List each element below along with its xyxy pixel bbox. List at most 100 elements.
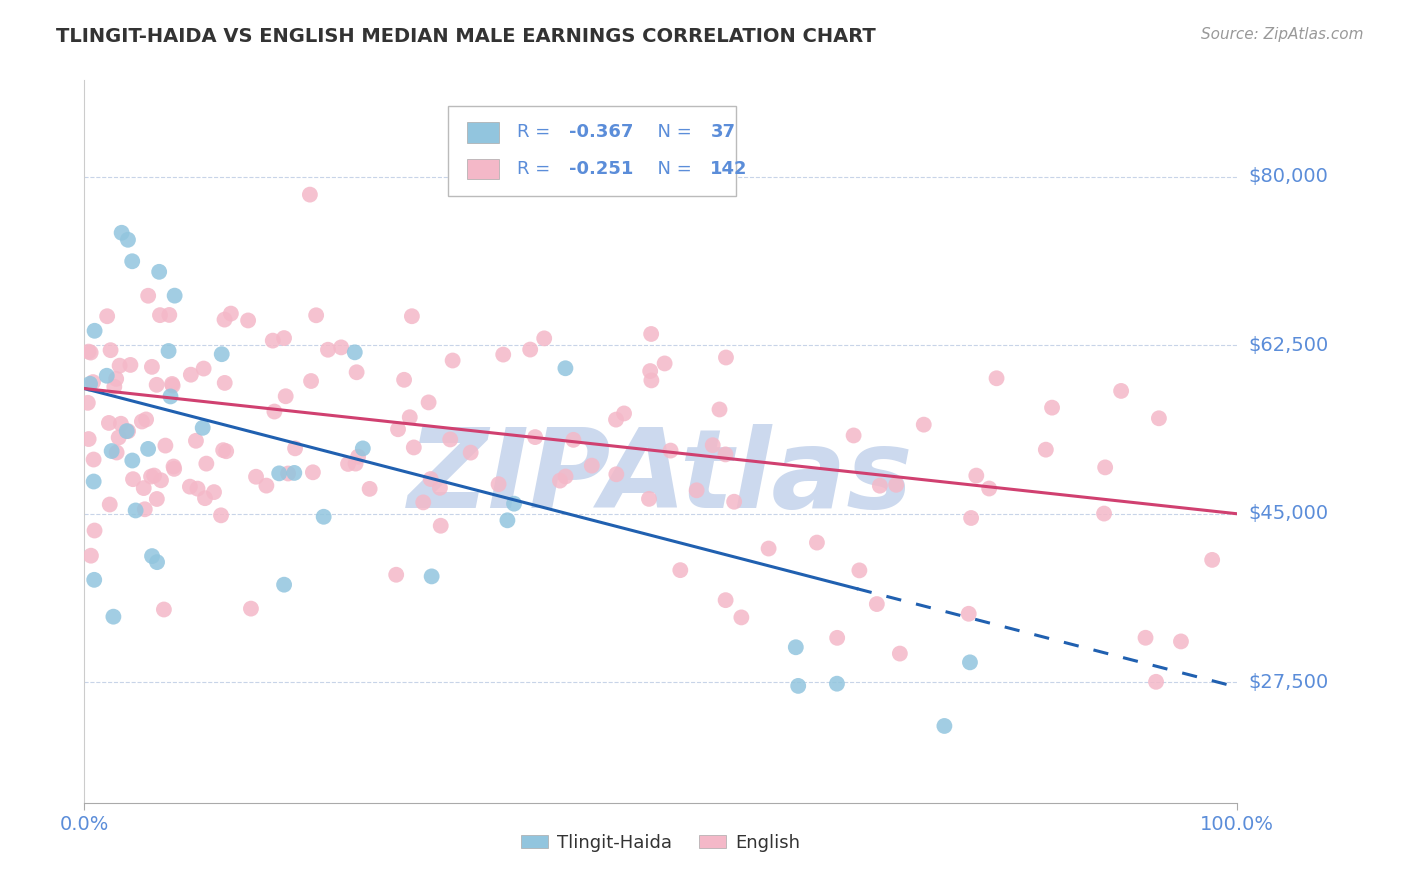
Point xyxy=(825,631,848,645)
Point xyxy=(533,331,555,345)
Point xyxy=(134,502,156,516)
Point xyxy=(83,475,105,489)
Point xyxy=(195,457,218,471)
Point xyxy=(659,443,682,458)
Point xyxy=(273,331,295,345)
Point xyxy=(150,473,173,487)
Point xyxy=(842,428,865,442)
Point xyxy=(1170,634,1192,648)
Point xyxy=(302,465,325,479)
Point xyxy=(148,265,170,279)
Text: 142: 142 xyxy=(710,160,748,178)
Point xyxy=(160,376,183,391)
Point xyxy=(194,491,217,505)
Point xyxy=(554,361,576,376)
Point xyxy=(105,445,128,459)
Point xyxy=(785,640,807,655)
Point xyxy=(702,438,724,452)
Point xyxy=(787,679,810,693)
Point xyxy=(346,365,368,379)
Point xyxy=(180,368,202,382)
Point xyxy=(202,485,225,500)
Point xyxy=(392,373,415,387)
Point xyxy=(121,453,143,467)
Point xyxy=(100,444,122,458)
Point xyxy=(239,601,262,615)
Point xyxy=(884,477,907,491)
Point xyxy=(179,480,201,494)
Point xyxy=(155,439,177,453)
Point xyxy=(254,478,277,492)
Point xyxy=(1109,384,1132,398)
Point xyxy=(124,503,146,517)
Text: TLINGIT-HAIDA VS ENGLISH MEDIAN MALE EARNINGS CORRELATION CHART: TLINGIT-HAIDA VS ENGLISH MEDIAN MALE EAR… xyxy=(56,27,876,45)
Point xyxy=(714,351,737,365)
Point xyxy=(163,288,186,302)
Point xyxy=(1092,507,1115,521)
Point xyxy=(758,541,780,556)
Point xyxy=(117,424,139,438)
Point xyxy=(439,433,461,447)
Point xyxy=(889,647,911,661)
Point xyxy=(97,416,120,430)
Point xyxy=(153,602,176,616)
Point xyxy=(215,444,238,458)
Point xyxy=(957,607,980,621)
Point xyxy=(460,445,482,459)
Point xyxy=(398,410,420,425)
Point xyxy=(193,361,215,376)
Point xyxy=(100,343,122,358)
Text: Source: ZipAtlas.com: Source: ZipAtlas.com xyxy=(1201,27,1364,42)
Point xyxy=(912,417,935,432)
Text: R =: R = xyxy=(517,123,555,142)
Point xyxy=(419,472,441,486)
Point xyxy=(96,368,118,383)
Point xyxy=(146,491,169,506)
Point xyxy=(245,469,267,483)
Point xyxy=(554,469,576,483)
Point xyxy=(429,518,451,533)
Point xyxy=(136,289,159,303)
Point xyxy=(299,374,322,388)
Point xyxy=(524,430,547,444)
Point xyxy=(640,326,662,341)
Point xyxy=(117,233,139,247)
Point xyxy=(934,719,956,733)
Point xyxy=(83,324,105,338)
Point xyxy=(83,573,105,587)
Point xyxy=(605,412,627,426)
Point xyxy=(298,187,321,202)
Point xyxy=(330,340,353,354)
Point xyxy=(219,307,242,321)
Point xyxy=(1135,631,1157,645)
Point xyxy=(103,609,125,624)
Point xyxy=(115,424,138,438)
Text: $27,500: $27,500 xyxy=(1249,673,1329,692)
Text: N =: N = xyxy=(645,123,697,142)
Point xyxy=(638,364,661,378)
Point xyxy=(401,310,423,324)
Point xyxy=(979,482,1001,496)
Point xyxy=(869,479,891,493)
Point xyxy=(492,348,515,362)
Point xyxy=(723,494,745,508)
Point xyxy=(105,372,128,386)
Point xyxy=(429,481,451,495)
Point xyxy=(269,467,291,481)
Point xyxy=(693,137,716,152)
Point xyxy=(562,433,585,447)
Point xyxy=(418,395,440,409)
Point xyxy=(214,376,236,390)
Point xyxy=(157,308,180,322)
Point xyxy=(638,491,661,506)
Point xyxy=(273,577,295,591)
Legend: Tlingit-Haida, English: Tlingit-Haida, English xyxy=(515,826,807,859)
Point xyxy=(159,389,181,403)
Text: $62,500: $62,500 xyxy=(1249,335,1329,355)
Point xyxy=(305,308,328,322)
Point xyxy=(149,308,172,322)
Point xyxy=(82,375,104,389)
Point xyxy=(848,563,870,577)
Text: R =: R = xyxy=(517,160,555,178)
Point xyxy=(685,483,707,498)
